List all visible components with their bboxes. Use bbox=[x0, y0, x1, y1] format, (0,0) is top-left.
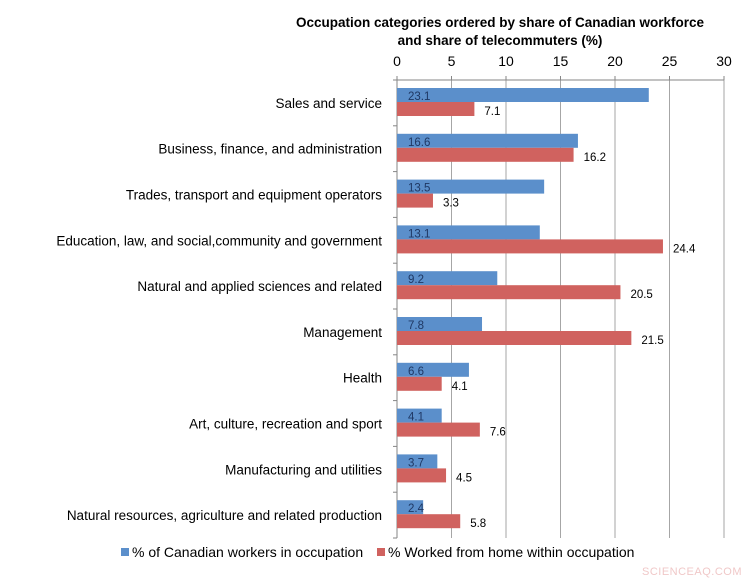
data-label-workforce-share: 6.6 bbox=[408, 366, 424, 378]
x-tick-label: 0 bbox=[393, 53, 401, 69]
chart-title: Occupation categories ordered by share o… bbox=[250, 14, 750, 50]
data-label-work-from-home-share: 7.1 bbox=[484, 106, 500, 118]
bar-workforce-share bbox=[397, 88, 649, 102]
data-label-work-from-home-share: 7.6 bbox=[490, 427, 506, 439]
category-label: Natural resources, agriculture and relat… bbox=[67, 508, 382, 523]
bar-work-from-home-share bbox=[397, 331, 632, 345]
data-label-workforce-share: 9.2 bbox=[408, 274, 424, 286]
category-label: Manufacturing and utilities bbox=[225, 462, 382, 477]
bar-workforce-share bbox=[397, 408, 442, 423]
category-label: Education, law, and social,community and… bbox=[56, 233, 382, 248]
data-label-work-from-home-share: 4.1 bbox=[452, 381, 468, 393]
bar-workforce-share bbox=[397, 362, 469, 377]
data-label-workforce-share: 23.1 bbox=[408, 91, 430, 103]
bar-workforce-share bbox=[397, 500, 424, 515]
category-label: Sales and service bbox=[275, 96, 382, 111]
data-label-workforce-share: 16.6 bbox=[408, 137, 430, 149]
legend-swatch-work-from-home-share bbox=[377, 548, 385, 556]
x-tick-label: 30 bbox=[716, 53, 732, 69]
data-label-work-from-home-share: 5.8 bbox=[470, 518, 486, 530]
category-label: Business, finance, and administration bbox=[158, 142, 382, 157]
data-label-workforce-share: 2.4 bbox=[408, 503, 425, 515]
data-label-workforce-share: 13.5 bbox=[408, 183, 430, 195]
category-label: Art, culture, recreation and sport bbox=[189, 417, 382, 432]
data-label-work-from-home-share: 3.3 bbox=[443, 198, 459, 210]
category-label: Trades, transport and equipment operator… bbox=[126, 188, 382, 203]
chart-title-line-1: Occupation categories ordered by share o… bbox=[295, 15, 705, 30]
data-label-workforce-share: 4.1 bbox=[408, 412, 424, 424]
x-tick-label: 25 bbox=[662, 53, 678, 69]
legend-label-work-from-home-share: % Worked from home within occupation bbox=[388, 544, 634, 560]
bar-work-from-home-share bbox=[397, 239, 663, 254]
bar-work-from-home-share bbox=[397, 422, 480, 437]
data-label-work-from-home-share: 20.5 bbox=[630, 289, 652, 301]
watermark: SCIENCEAQ.COM bbox=[641, 566, 742, 578]
bar-workforce-share bbox=[397, 133, 578, 148]
bar-workforce-share bbox=[397, 225, 540, 240]
bar-work-from-home-share bbox=[397, 285, 621, 300]
category-label: Health bbox=[343, 371, 382, 386]
bar-work-from-home-share bbox=[397, 376, 442, 391]
data-label-workforce-share: 13.1 bbox=[408, 228, 430, 240]
data-label-workforce-share: 3.7 bbox=[408, 457, 424, 469]
x-tick-label: 5 bbox=[448, 53, 456, 69]
x-tick-label: 20 bbox=[607, 53, 623, 69]
data-label-workforce-share: 7.8 bbox=[408, 320, 424, 332]
data-label-work-from-home-share: 21.5 bbox=[641, 335, 663, 347]
data-label-work-from-home-share: 16.2 bbox=[584, 152, 606, 164]
bar-work-from-home-share bbox=[397, 468, 447, 483]
bar-workforce-share bbox=[397, 179, 545, 194]
bar-work-from-home-share bbox=[397, 193, 433, 208]
category-label: Management bbox=[303, 325, 382, 340]
legend-swatch-workforce-share bbox=[121, 548, 129, 556]
category-label: Natural and applied sciences and related bbox=[137, 279, 382, 294]
x-tick-label: 10 bbox=[498, 53, 514, 69]
chart-title-line-2: and share of telecommuters (%) bbox=[397, 33, 603, 48]
data-label-work-from-home-share: 24.4 bbox=[673, 243, 696, 255]
x-tick-label: 15 bbox=[553, 53, 569, 69]
bar-workforce-share bbox=[397, 454, 438, 469]
legend-label-workforce-share: % of Canadian workers in occupation bbox=[132, 544, 363, 560]
bar-workforce-share bbox=[397, 271, 498, 286]
bar-work-from-home-share bbox=[397, 514, 461, 529]
bar-workforce-share bbox=[397, 317, 483, 331]
bar-work-from-home-share bbox=[397, 102, 475, 116]
data-label-work-from-home-share: 4.5 bbox=[456, 472, 472, 484]
bar-work-from-home-share bbox=[397, 147, 574, 162]
